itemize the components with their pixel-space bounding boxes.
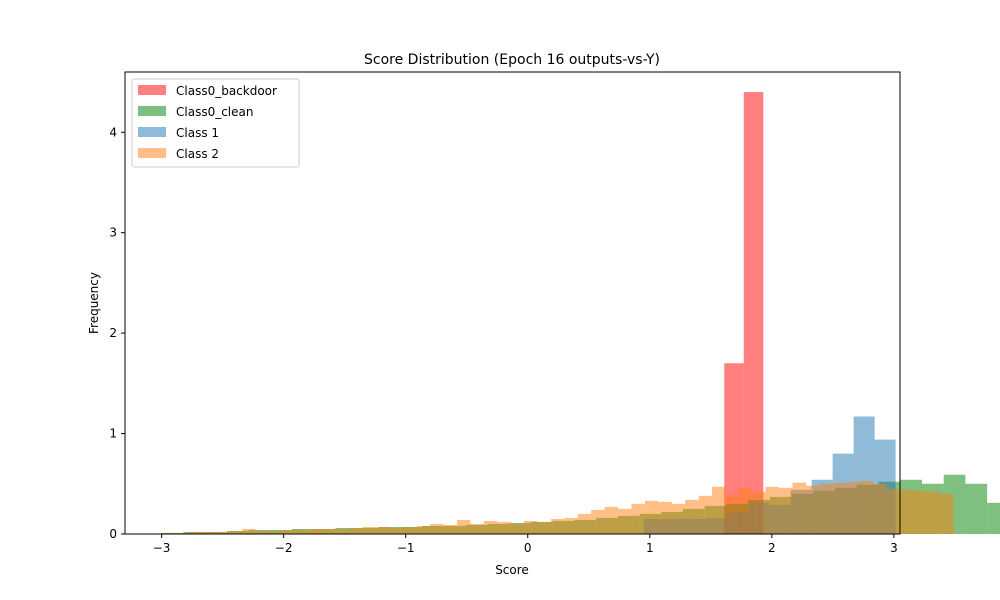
x-tick-label: 3 — [890, 541, 898, 555]
y-tick-label: 1 — [109, 427, 117, 441]
x-axis-ticks: −3 −2 −1 0 1 2 3 — [153, 534, 898, 555]
bar-class-2-21 — [443, 524, 457, 534]
x-tick-label: 2 — [768, 541, 776, 555]
bar-class-2-24 — [483, 520, 498, 534]
bar-class-2-31 — [577, 513, 592, 534]
bar-class-2-3 — [201, 531, 216, 534]
x-tick-label: 1 — [646, 541, 654, 555]
bar-class-2-23 — [470, 523, 484, 534]
bar-class-2-1 — [175, 532, 189, 534]
bar-class-2-54 — [886, 488, 900, 534]
bar-class-2-5 — [228, 530, 243, 534]
chart-title: Score Distribution (Epoch 16 outputs-vs-… — [364, 52, 660, 68]
bar-class-2-33 — [604, 506, 619, 534]
bar-class-2-14 — [349, 527, 363, 534]
legend-swatch — [138, 85, 166, 95]
bar-class0-clean-38 — [987, 502, 1000, 534]
bar-class-2-4 — [215, 531, 229, 534]
legend-swatch — [138, 148, 166, 158]
bar-class-2-50 — [832, 482, 847, 534]
plot-area-frame — [124, 71, 901, 535]
bar-class-2-53 — [873, 483, 887, 534]
y-axis-label: Frequency — [87, 272, 101, 334]
y-axis-ticks: 0 1 2 3 4 — [109, 125, 125, 541]
bar-class-2-30 — [564, 517, 578, 534]
bar-class-2-2 — [188, 531, 202, 534]
y-tick-label: 0 — [109, 527, 117, 541]
bar-class-2-47 — [792, 482, 807, 534]
bar-class-2-44 — [752, 491, 766, 534]
legend: Class0_backdoor Class0_clean Class 1 Class … — [131, 78, 300, 168]
bar-class-2-48 — [806, 485, 820, 534]
legend-entry-label: Class0_clean — [176, 105, 253, 119]
x-tick-label: 0 — [524, 541, 532, 555]
bar-class-2-39 — [685, 499, 699, 534]
bar-class-2-25 — [497, 521, 511, 534]
bar-class-2-52 — [859, 480, 874, 534]
bar-class-2-45 — [765, 486, 780, 534]
bar-class-2-49 — [819, 483, 833, 534]
bar-class-2-22 — [456, 519, 471, 534]
bar-class-2-13 — [336, 528, 350, 534]
y-tick-label: 2 — [109, 326, 117, 340]
bar-class-2-26 — [510, 523, 525, 534]
bar-class-2-18 — [403, 526, 417, 534]
bar-class-2-43 — [738, 487, 753, 534]
bar-class-2-17 — [389, 527, 404, 534]
bar-class-2-55 — [900, 489, 914, 534]
bar-class-2-0 — [161, 532, 176, 534]
x-tick-label: −1 — [397, 541, 415, 555]
bar-class-2-46 — [779, 487, 793, 534]
bar-class-2-38 — [671, 503, 686, 534]
bar-class-2-27 — [524, 520, 538, 534]
bar-class-2-9 — [282, 529, 296, 534]
y-tick-label: 4 — [109, 125, 117, 139]
bar-class-2-20 — [430, 523, 444, 534]
legend-swatch — [138, 127, 166, 137]
bar-class-2-57 — [926, 491, 941, 534]
legend-entry-label: Class 1 — [176, 126, 219, 140]
histogram-bars — [161, 92, 1000, 534]
bar-class-2-19 — [416, 525, 431, 534]
bar-class-2-8 — [269, 530, 283, 534]
bar-class-2-10 — [295, 529, 310, 534]
bar-class-2-29 — [550, 518, 565, 534]
legend-entry-label: Class0_backdoor — [176, 84, 277, 98]
legend-swatch — [138, 106, 166, 116]
bar-class-2-35 — [631, 503, 645, 534]
legend-frame — [131, 78, 300, 168]
bar-class-2-15 — [362, 526, 377, 534]
x-tick-label: −2 — [275, 541, 293, 555]
bar-class-2-12 — [322, 528, 337, 534]
bar-class0-backdoor-2 — [743, 92, 764, 534]
bar-class-2-40 — [698, 495, 713, 534]
bar-class-2-6 — [242, 528, 256, 534]
bar-class-2-32 — [591, 509, 605, 534]
bar-class0-clean-37 — [965, 483, 988, 534]
bar-class-2-11 — [309, 528, 323, 534]
x-axis-label: Score — [495, 563, 529, 577]
bar-class-2-36 — [644, 500, 659, 534]
bar-class-2-56 — [913, 490, 927, 534]
bar-class-2-41 — [712, 486, 726, 534]
bar-class-2-34 — [618, 508, 632, 534]
bar-class-2-37 — [658, 501, 672, 534]
bar-class-2-42 — [725, 494, 739, 534]
bar-class-2-58 — [940, 493, 954, 534]
x-tick-label: −3 — [153, 541, 171, 555]
y-tick-label: 3 — [109, 226, 117, 240]
bar-class-2-7 — [255, 530, 270, 534]
legend-entry-label: Class 2 — [176, 147, 219, 161]
bar-class-2-16 — [376, 526, 390, 534]
bar-class-2-51 — [846, 481, 860, 534]
bar-class-2-28 — [537, 521, 551, 534]
